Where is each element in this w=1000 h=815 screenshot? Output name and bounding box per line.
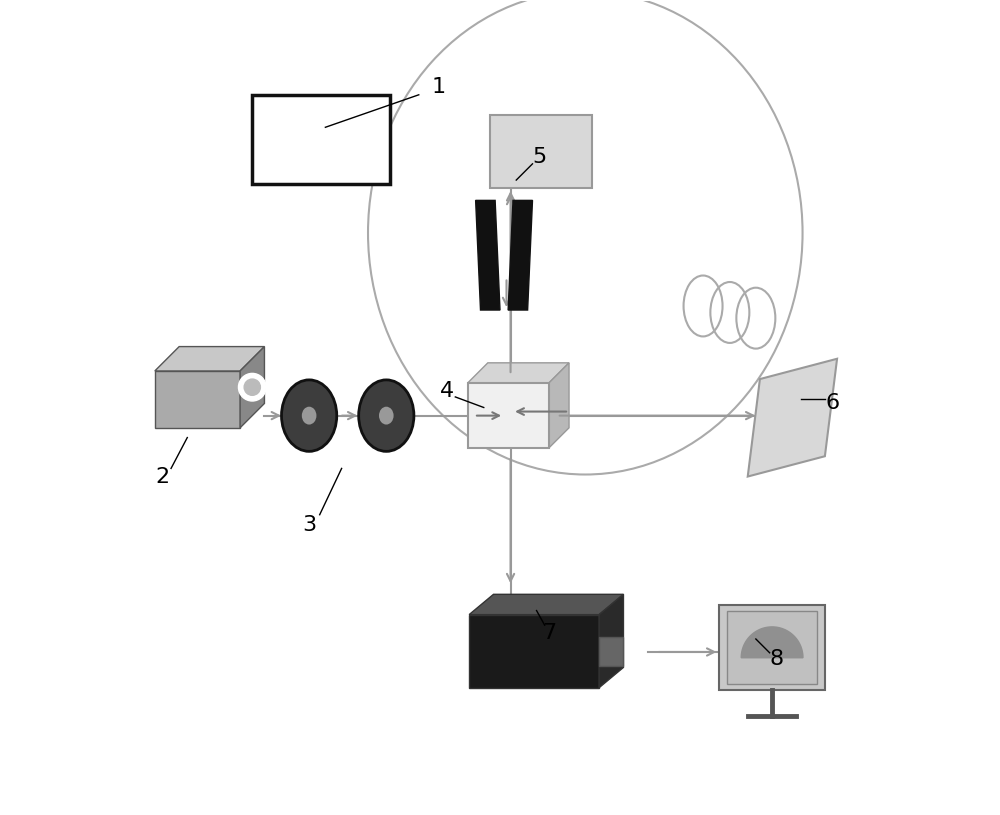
Bar bbox=[727, 611, 817, 684]
Text: 5: 5 bbox=[532, 148, 546, 167]
Text: 2: 2 bbox=[156, 466, 170, 487]
Bar bbox=[490, 115, 592, 188]
Bar bbox=[252, 95, 390, 184]
Bar bbox=[719, 605, 825, 690]
Text: 1: 1 bbox=[432, 77, 446, 97]
Polygon shape bbox=[155, 346, 264, 371]
Polygon shape bbox=[748, 359, 837, 477]
Text: 7: 7 bbox=[542, 623, 556, 643]
Circle shape bbox=[244, 379, 260, 395]
Polygon shape bbox=[469, 615, 599, 688]
Bar bbox=[599, 637, 623, 666]
Polygon shape bbox=[741, 627, 803, 658]
Text: 3: 3 bbox=[302, 515, 316, 535]
Text: 8: 8 bbox=[769, 650, 783, 669]
Ellipse shape bbox=[359, 380, 414, 452]
Polygon shape bbox=[469, 594, 623, 615]
Ellipse shape bbox=[302, 407, 316, 425]
Circle shape bbox=[238, 373, 266, 401]
Polygon shape bbox=[468, 383, 549, 448]
Polygon shape bbox=[476, 200, 500, 310]
Polygon shape bbox=[599, 594, 623, 688]
Text: 6: 6 bbox=[826, 394, 840, 413]
Ellipse shape bbox=[282, 380, 337, 452]
Ellipse shape bbox=[379, 407, 394, 425]
Polygon shape bbox=[549, 363, 569, 448]
Polygon shape bbox=[155, 371, 240, 428]
Text: 4: 4 bbox=[440, 381, 454, 401]
Polygon shape bbox=[508, 200, 532, 310]
Polygon shape bbox=[240, 346, 264, 428]
Polygon shape bbox=[468, 363, 569, 383]
